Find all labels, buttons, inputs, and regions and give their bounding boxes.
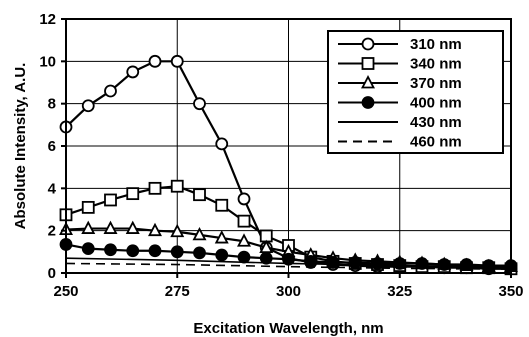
data-point bbox=[126, 65, 140, 79]
data-point bbox=[81, 99, 95, 113]
data-point bbox=[393, 257, 407, 270]
data-point bbox=[215, 137, 229, 151]
y-tick-label: 2 bbox=[48, 223, 56, 240]
data-point bbox=[170, 179, 184, 193]
data-point bbox=[304, 254, 318, 268]
y-tick-label: 0 bbox=[48, 265, 56, 282]
series-group bbox=[59, 54, 518, 276]
legend-marker bbox=[361, 96, 375, 109]
data-point bbox=[170, 223, 185, 238]
x-tick-label: 250 bbox=[53, 283, 78, 300]
legend-label: 430 nm bbox=[410, 114, 462, 131]
data-point bbox=[192, 226, 207, 241]
data-point bbox=[148, 222, 162, 237]
y-tick-label: 8 bbox=[48, 96, 56, 113]
data-point bbox=[237, 214, 251, 228]
data-point bbox=[215, 198, 229, 212]
y-axis-label: Absolute Intensity, A.U. bbox=[12, 63, 29, 230]
y-tick-label: 4 bbox=[48, 180, 57, 197]
legend-label: 400 nm bbox=[410, 95, 462, 112]
data-point bbox=[148, 244, 162, 258]
data-point bbox=[148, 181, 162, 195]
legend-label: 310 nm bbox=[410, 36, 462, 53]
legend-item: 340 nm bbox=[338, 56, 462, 73]
data-point bbox=[104, 193, 117, 207]
data-point bbox=[125, 220, 140, 234]
y-tick-label: 12 bbox=[39, 11, 56, 28]
data-point bbox=[104, 84, 117, 98]
data-point bbox=[214, 230, 229, 244]
data-point bbox=[237, 233, 251, 247]
data-point bbox=[326, 256, 340, 269]
data-point bbox=[126, 187, 140, 201]
data-point bbox=[81, 242, 95, 256]
series-430-nm bbox=[65, 257, 512, 268]
data-point bbox=[81, 200, 95, 214]
data-point bbox=[371, 257, 384, 270]
x-tick-label: 325 bbox=[387, 283, 412, 300]
data-point bbox=[437, 258, 451, 271]
data-point bbox=[215, 248, 229, 262]
data-point bbox=[237, 250, 251, 264]
series-400-nm bbox=[59, 238, 518, 272]
data-point bbox=[170, 54, 184, 68]
x-axis-label: Excitation Wavelength, nm bbox=[193, 320, 383, 337]
legend-label: 460 nm bbox=[410, 134, 462, 151]
data-point bbox=[193, 188, 206, 202]
data-point bbox=[104, 243, 117, 257]
legend-item: 460 nm bbox=[338, 134, 462, 151]
legend-marker bbox=[361, 37, 375, 51]
data-point bbox=[259, 251, 273, 265]
y-tick-label: 10 bbox=[39, 53, 56, 70]
data-point bbox=[415, 257, 429, 270]
data-point bbox=[237, 192, 251, 206]
legend-marker bbox=[361, 57, 375, 70]
data-point bbox=[282, 252, 295, 266]
legend-box bbox=[327, 30, 504, 154]
legend-marker bbox=[361, 75, 375, 89]
data-point bbox=[348, 256, 362, 269]
data-point bbox=[460, 258, 473, 271]
data-point bbox=[148, 54, 162, 68]
data-point bbox=[170, 245, 184, 259]
data-point bbox=[103, 220, 118, 234]
x-tick-label: 350 bbox=[498, 283, 523, 300]
axis-ticks: 250 275 300 325 350 0 2 4 6 8 10 12 bbox=[39, 11, 523, 300]
data-point bbox=[81, 220, 96, 234]
legend-label: 340 nm bbox=[410, 56, 462, 73]
legend-item: 430 nm bbox=[338, 114, 462, 131]
x-tick-label: 275 bbox=[165, 283, 190, 300]
legend: 310 nm 340 nm 370 nm 400 nm 430 nm 460 nm bbox=[327, 30, 504, 154]
data-point bbox=[193, 246, 206, 260]
legend-item: 370 nm bbox=[338, 75, 462, 92]
x-tick-label: 300 bbox=[276, 283, 301, 300]
data-point bbox=[126, 244, 140, 258]
legend-label: 370 nm bbox=[410, 75, 462, 92]
legend-item: 400 nm bbox=[338, 95, 462, 112]
series-line bbox=[65, 257, 512, 268]
y-tick-label: 6 bbox=[48, 138, 56, 155]
legend-item: 310 nm bbox=[338, 36, 462, 53]
data-point bbox=[193, 97, 206, 111]
